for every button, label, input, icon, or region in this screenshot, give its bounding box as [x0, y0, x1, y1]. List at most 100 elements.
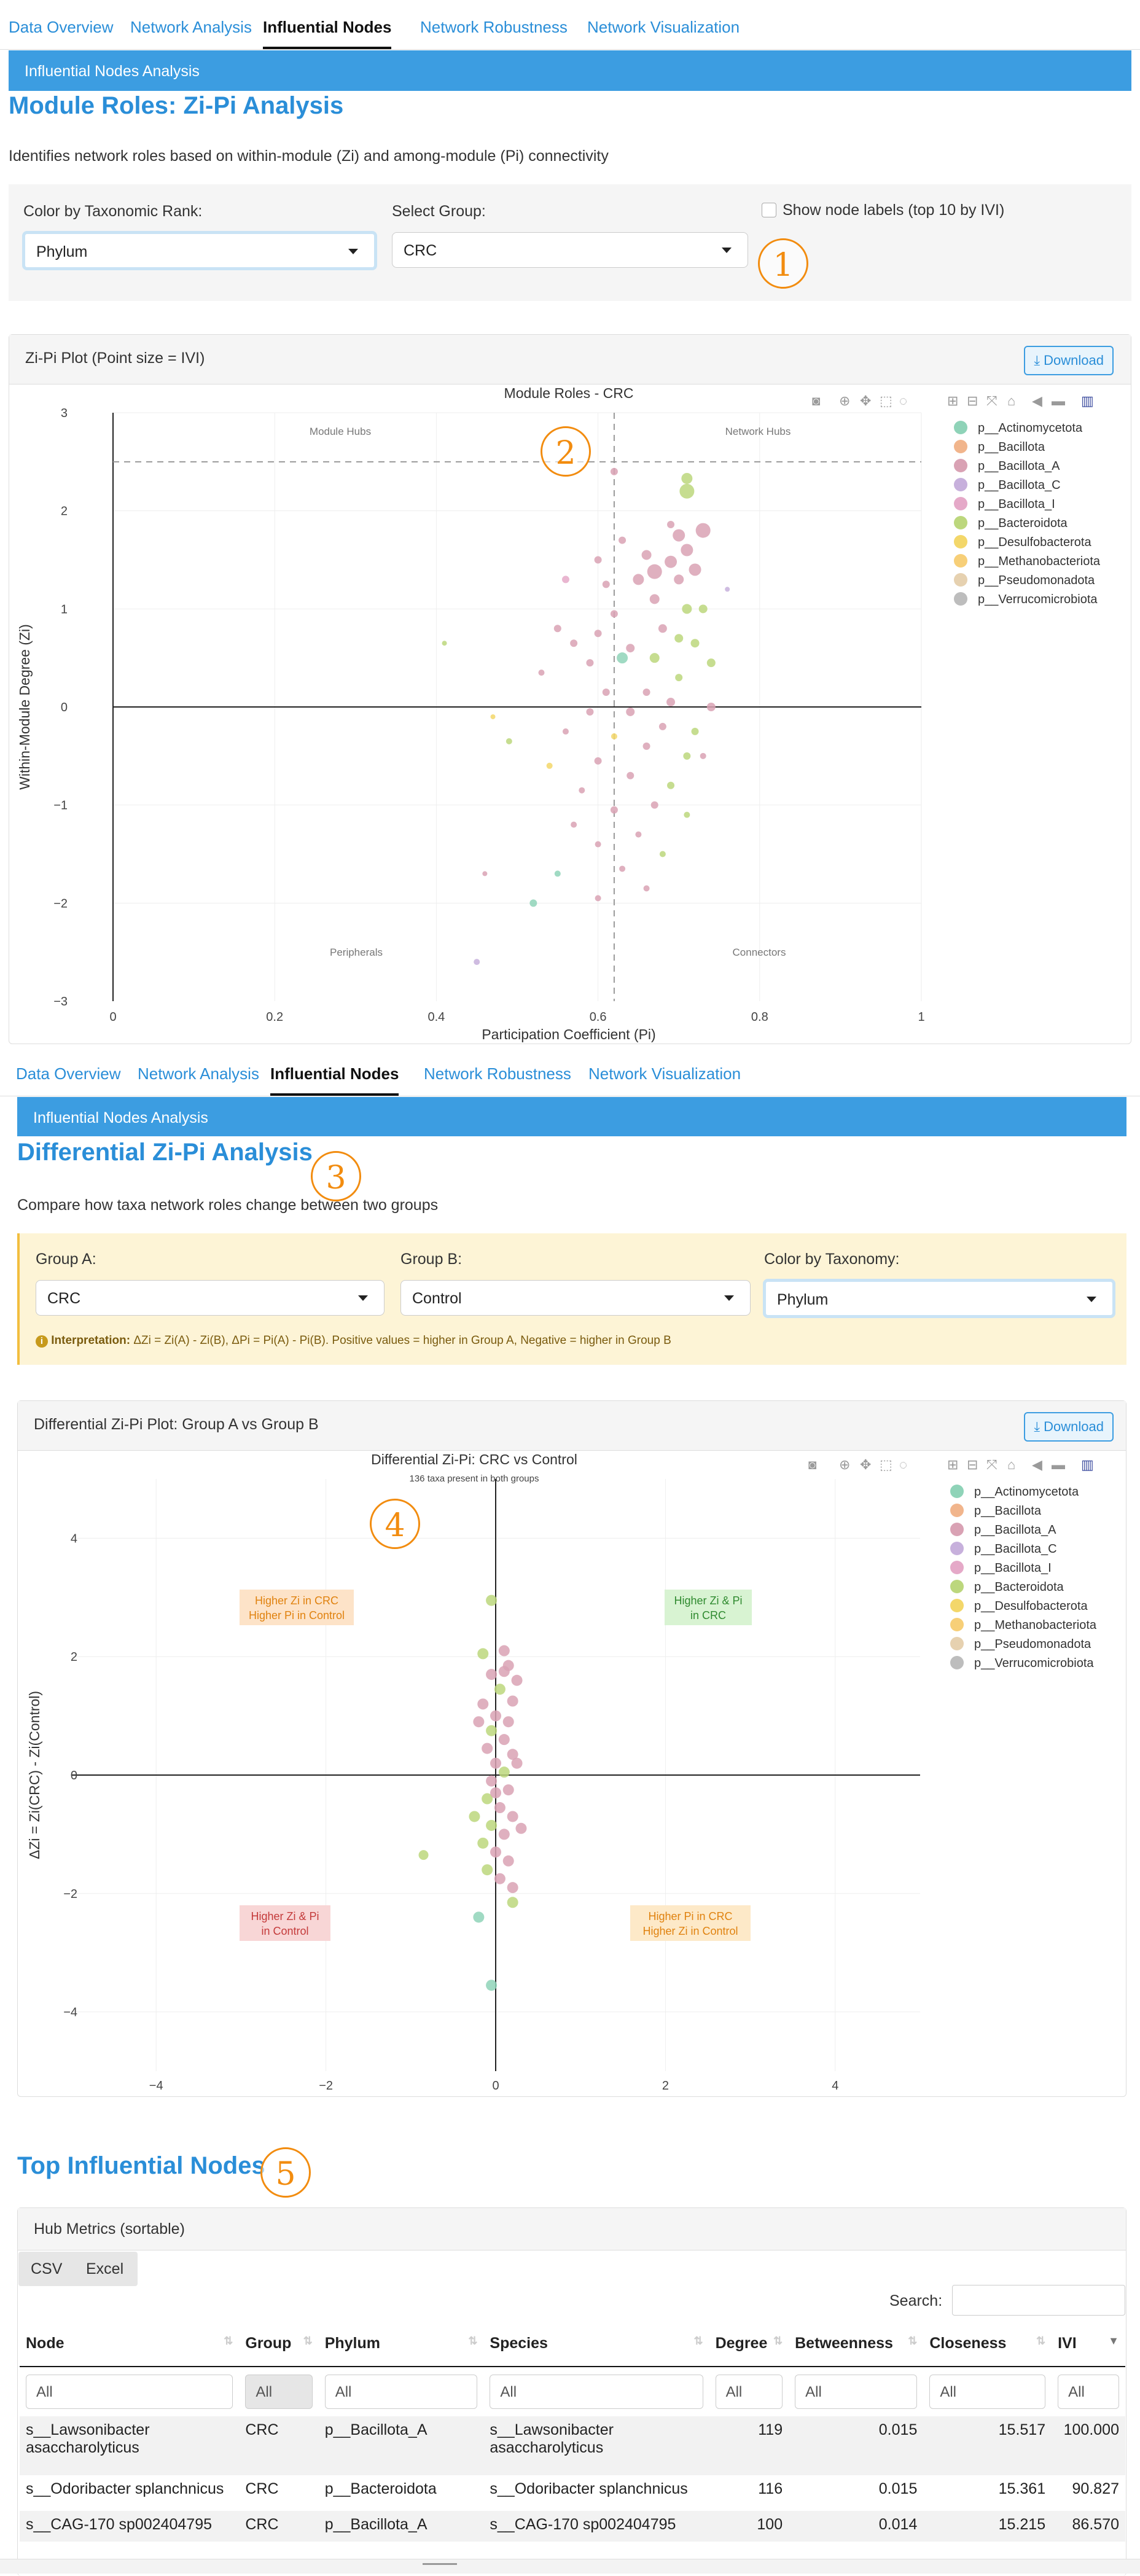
y-tick-label: 0	[61, 701, 68, 714]
zoom-icon[interactable]: ⊕	[839, 1457, 851, 1472]
col-node[interactable]: Node ⇅	[20, 2320, 240, 2367]
tab-network-robustness-2[interactable]: Network Robustness	[424, 1064, 571, 1083]
color-rank-select[interactable]: Phylum	[22, 231, 377, 270]
show-labels-text: Show node labels (top 10 by IVI)	[783, 201, 1005, 219]
autoscale-icon[interactable]: ⤧	[986, 1457, 998, 1472]
data-point	[684, 811, 690, 818]
group-b-select[interactable]: Control	[400, 1280, 751, 1316]
tab-influential-nodes[interactable]: Influential Nodes	[263, 0, 392, 49]
zoom-out-icon[interactable]: ⊟	[967, 1457, 978, 1472]
filter-ivi[interactable]: All	[1058, 2375, 1119, 2409]
tab-network-analysis[interactable]: Network Analysis	[130, 18, 252, 36]
data-point	[642, 742, 650, 750]
data-point	[700, 752, 706, 759]
section-banner-title-2: Influential Nodes Analysis	[33, 1109, 208, 1126]
zipi-download-button[interactable]: ⤓ Download	[1024, 346, 1114, 375]
col-ivi[interactable]: IVI ▼	[1052, 2320, 1125, 2367]
lasso-icon[interactable]: ◌	[899, 393, 908, 408]
cell-species: s__Odoribacter splanchnicus	[490, 2480, 688, 2497]
plotly-logo-icon[interactable]: ▥	[1081, 393, 1094, 408]
pan-icon[interactable]: ✥	[860, 393, 872, 408]
y-tick-label: −2	[63, 1887, 77, 1901]
legend-marker	[954, 516, 967, 529]
col-betweenness[interactable]: Betweenness ⇅	[789, 2320, 924, 2367]
col-phylum[interactable]: Phylum ⇅	[318, 2320, 484, 2367]
table-row[interactable]: s__CAG-170 sp002404795 CRC p__Bacillota_…	[20, 2511, 1125, 2542]
quadrant-label: Peripherals	[330, 946, 383, 958]
data-point	[477, 1837, 489, 1849]
csv-button[interactable]: CSV	[31, 2260, 63, 2277]
bottom-scroll-bar[interactable]	[0, 2559, 1140, 2574]
diff-scatter-chart[interactable]: Differential Zi-Pi: CRC vs Control 136 ta…	[17, 1451, 1126, 2096]
zoom-in-icon[interactable]: ⊞	[947, 393, 959, 408]
group-b-value: Control	[412, 1290, 462, 1307]
tab-network-analysis-2[interactable]: Network Analysis	[138, 1064, 259, 1083]
zoom-in-icon[interactable]: ⊞	[947, 1457, 959, 1472]
cell-species: s__CAG-170 sp002404795	[490, 2516, 676, 2533]
camera-icon[interactable]: ◙	[812, 393, 821, 408]
tab-network-visualization[interactable]: Network Visualization	[587, 18, 740, 36]
spike-icon[interactable]: ◀	[1032, 393, 1042, 408]
spike-icon[interactable]: ◀	[1032, 1457, 1042, 1472]
filter-group[interactable]: All	[245, 2375, 313, 2409]
y-axis-label: ΔZi = Zi(CRC) - Zi(Control)	[26, 1691, 42, 1859]
col-species[interactable]: Species ⇅	[483, 2320, 709, 2367]
tab-data-overview[interactable]: Data Overview	[9, 18, 114, 36]
box-select-icon[interactable]: ⬚	[880, 1457, 892, 1472]
quadrant-label-box	[665, 1590, 752, 1625]
filter-degree[interactable]: All	[715, 2375, 783, 2409]
select-group-label: Select Group:	[392, 203, 486, 220]
filter-node[interactable]: All	[26, 2375, 233, 2409]
plotly-logo-icon[interactable]: ▥	[1081, 1457, 1094, 1472]
zipi-scatter-chart[interactable]: Module Roles - CRC 3 2 1 0 −1 −2 −3 0 0.2 0.4 0.6 0.…	[9, 384, 1131, 1043]
group-b-label: Group B:	[400, 1251, 463, 1268]
quadrant-label: Connectors	[733, 946, 786, 958]
filter-phylum[interactable]: All	[324, 2375, 478, 2409]
camera-icon[interactable]: ◙	[808, 1457, 817, 1472]
search-input[interactable]	[952, 2285, 1125, 2316]
table-row[interactable]: s__Odoribacter splanchnicus CRC p__Bacte…	[20, 2475, 1125, 2511]
diff-color-select[interactable]: Phylum	[763, 1279, 1115, 1318]
diff-download-button[interactable]: ⤓ Download	[1024, 1412, 1114, 1442]
tab-influential-nodes-2[interactable]: Influential Nodes	[270, 1047, 399, 1096]
autoscale-icon[interactable]: ⤧	[986, 393, 998, 408]
tab-network-robustness[interactable]: Network Robustness	[420, 18, 568, 36]
data-point	[494, 1873, 506, 1884]
chevron-down-icon	[358, 1295, 368, 1301]
pan-icon[interactable]: ✥	[860, 1457, 872, 1472]
zoom-out-icon[interactable]: ⊟	[967, 393, 978, 408]
scroll-handle-icon[interactable]	[423, 2563, 457, 2565]
data-point	[486, 1594, 498, 1606]
data-point	[482, 1793, 493, 1805]
zoom-icon[interactable]: ⊕	[839, 393, 851, 408]
col-group[interactable]: Group ⇅	[239, 2320, 319, 2367]
box-select-icon[interactable]: ⬚	[880, 393, 892, 408]
home-icon[interactable]: ⌂	[1007, 393, 1016, 408]
y-tick-label: −4	[63, 2006, 77, 2020]
show-labels-checkbox[interactable]	[762, 203, 776, 217]
tab-data-overview-2[interactable]: Data Overview	[16, 1064, 121, 1083]
filter-closeness[interactable]: All	[929, 2375, 1046, 2409]
home-icon[interactable]: ⌂	[1007, 1457, 1016, 1472]
group-a-select[interactable]: CRC	[36, 1280, 385, 1316]
legend-marker	[950, 1523, 964, 1536]
cell-betweenness: 0.015	[878, 2421, 918, 2438]
y-tick-label: 3	[61, 407, 68, 420]
tab-network-visualization-2[interactable]: Network Visualization	[588, 1064, 741, 1083]
compare-icon[interactable]: ▬	[1052, 1457, 1065, 1472]
chart-subtitle: 136 taxa present in both groups	[410, 1473, 539, 1484]
select-group-select[interactable]: CRC	[392, 232, 748, 268]
lasso-icon[interactable]: ◌	[899, 1457, 908, 1472]
legend-label: p__Bacillota_A	[974, 1523, 1056, 1537]
filter-species[interactable]: All	[490, 2375, 703, 2409]
table-row[interactable]: s__Lawsonibacter asaccharolyticus CRC p_…	[20, 2416, 1125, 2475]
cell-degree: 116	[758, 2480, 783, 2497]
cell-phylum: p__Bacillota_A	[324, 2516, 428, 2533]
col-degree[interactable]: Degree ⇅	[709, 2320, 789, 2367]
excel-button[interactable]: Excel	[86, 2260, 124, 2277]
annotation-badge-5: 5	[260, 2147, 311, 2198]
compare-icon[interactable]: ▬	[1052, 393, 1065, 408]
col-closeness[interactable]: Closeness ⇅	[923, 2320, 1052, 2367]
filter-betweenness[interactable]: All	[795, 2375, 918, 2409]
data-point	[571, 821, 577, 828]
